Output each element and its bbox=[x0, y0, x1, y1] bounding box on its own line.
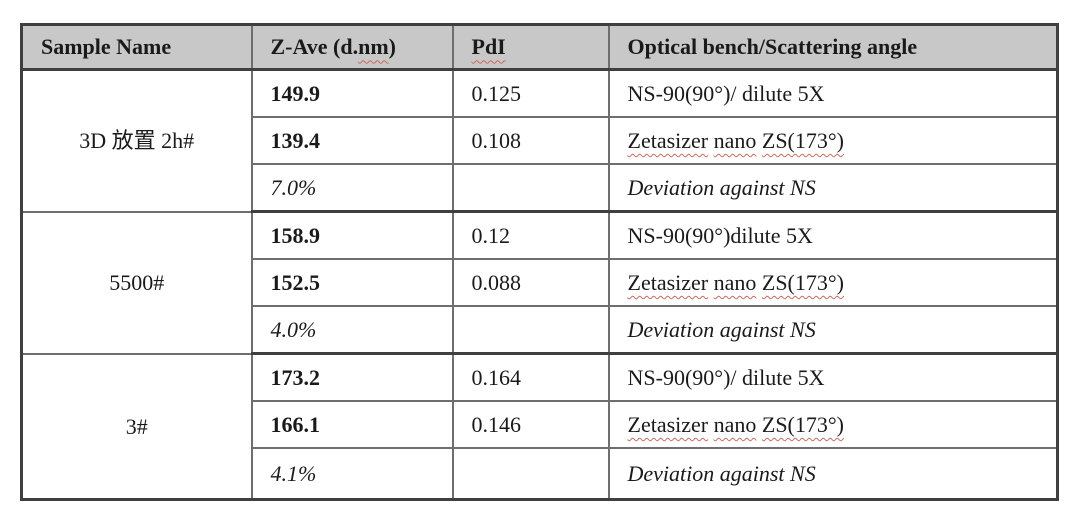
spellcheck-squiggle-text: ZS(173°) bbox=[761, 269, 844, 295]
text-part: Deviation against NS bbox=[627, 460, 816, 486]
zave-value-cell: 158.9 bbox=[250, 210, 454, 260]
table-row: 3D 放置 2h# 149.9 0.125 NS-90(90°)/ dilute 5X bbox=[20, 68, 1059, 213]
sample-name-cell: 5500# bbox=[20, 210, 253, 355]
deviation-percent-cell: 4.0% bbox=[250, 305, 454, 355]
optical-bench-cell: NS-90(90°)/ dilute 5X bbox=[607, 352, 1059, 402]
text-part: NS-90(90°)dilute 5X bbox=[627, 222, 813, 248]
pdi-value-cell: 0.125 bbox=[451, 68, 610, 118]
spellcheck-squiggle-text: Zetasizer bbox=[627, 411, 709, 437]
spellcheck-squiggle-text: nm bbox=[358, 34, 389, 60]
zave-value-cell: 166.1 bbox=[250, 400, 454, 449]
zave-value-cell: 173.2 bbox=[250, 352, 454, 402]
table-row: 139.4 0.108 Zetasizer nano ZS(173°) bbox=[22, 116, 1059, 165]
spellcheck-squiggle-text: nano bbox=[713, 411, 757, 437]
table-row: 152.5 0.088 Zetasizer nano ZS(173°) bbox=[22, 258, 1059, 307]
header-cell-pdi: PdI bbox=[451, 23, 610, 71]
zave-value-cell: 139.4 bbox=[250, 116, 454, 165]
header-cell-sample-name: Sample Name bbox=[20, 23, 253, 71]
header-row: Sample Name Z-Ave (d.nm) PdI Optical bench/… bbox=[20, 23, 1059, 71]
pdi-value-cell bbox=[451, 305, 610, 355]
header-cell-z-ave: Z-Ave (d.nm) bbox=[250, 23, 454, 71]
sample-name-cell: 3D 放置 2h# bbox=[20, 68, 253, 213]
table-row: 3# 173.2 0.164 NS-90(90°)/ dilute 5X bbox=[20, 352, 1059, 501]
zave-value-cell: 149.9 bbox=[250, 68, 454, 118]
zave-value-cell: 152.5 bbox=[250, 258, 454, 307]
spellcheck-squiggle-text: PdI bbox=[471, 34, 506, 60]
text-part: Optical bench/Scattering angle bbox=[627, 34, 918, 60]
optical-bench-cell: Zetasizer nano ZS(173°) bbox=[607, 116, 1059, 165]
header-cell-optical-bench: Optical bench/Scattering angle bbox=[607, 23, 1059, 71]
pdi-value-cell: 0.108 bbox=[451, 116, 610, 165]
optical-bench-cell: Zetasizer nano ZS(173°) bbox=[607, 400, 1059, 449]
text-part: ) bbox=[388, 34, 396, 60]
table-row: 5500# 158.9 0.12 NS-90(90°)dilute 5X bbox=[20, 210, 1059, 355]
deviation-percent-cell: 4.1% bbox=[250, 447, 454, 501]
table-row: 4.0% Deviation against NS bbox=[22, 305, 1059, 355]
optical-bench-cell: Deviation against NS bbox=[607, 305, 1059, 355]
spellcheck-squiggle-text: Zetasizer bbox=[627, 269, 709, 295]
pdi-value-cell: 0.146 bbox=[451, 400, 610, 449]
text-part: Deviation against NS bbox=[627, 316, 816, 342]
table-row: 166.1 0.146 Zetasizer nano ZS(173°) bbox=[22, 400, 1059, 449]
spellcheck-squiggle-text: ZS(173°) bbox=[761, 411, 844, 437]
text-part: NS-90(90°)/ dilute 5X bbox=[627, 364, 825, 390]
optical-bench-cell: Deviation against NS bbox=[607, 447, 1059, 501]
spellcheck-squiggle-text: Zetasizer bbox=[627, 127, 709, 153]
optical-bench-cell: Zetasizer nano ZS(173°) bbox=[607, 258, 1059, 307]
deviation-percent-cell: 7.0% bbox=[250, 163, 454, 213]
spellcheck-squiggle-text: nano bbox=[713, 269, 757, 295]
dls-results-table: Sample Name Z-Ave (d.nm) PdI Optical bench/… bbox=[20, 23, 1059, 501]
optical-bench-cell: NS-90(90°)/ dilute 5X bbox=[607, 68, 1059, 118]
text-part: NS-90(90°)/ dilute 5X bbox=[627, 80, 825, 106]
text-part: Z-Ave (d. bbox=[270, 34, 359, 60]
text-part: Sample Name bbox=[41, 34, 172, 60]
pdi-value-cell: 0.088 bbox=[451, 258, 610, 307]
optical-bench-cell: Deviation against NS bbox=[607, 163, 1059, 213]
table-row: 4.1% Deviation against NS bbox=[22, 447, 1059, 501]
spellcheck-squiggle-text: ZS(173°) bbox=[761, 127, 844, 153]
table-row: 7.0% Deviation against NS bbox=[22, 163, 1059, 213]
optical-bench-cell: NS-90(90°)dilute 5X bbox=[607, 210, 1059, 260]
pdi-value-cell bbox=[451, 163, 610, 213]
table-body: 3D 放置 2h# 149.9 0.125 NS-90(90°)/ dilute 5X… bbox=[20, 68, 1059, 501]
pdi-value-cell: 0.12 bbox=[451, 210, 610, 260]
pdi-value-cell bbox=[451, 447, 610, 501]
pdi-value-cell: 0.164 bbox=[451, 352, 610, 402]
sample-name-cell: 3# bbox=[20, 352, 253, 501]
spellcheck-squiggle-text: nano bbox=[713, 127, 757, 153]
text-part: Deviation against NS bbox=[627, 174, 816, 200]
